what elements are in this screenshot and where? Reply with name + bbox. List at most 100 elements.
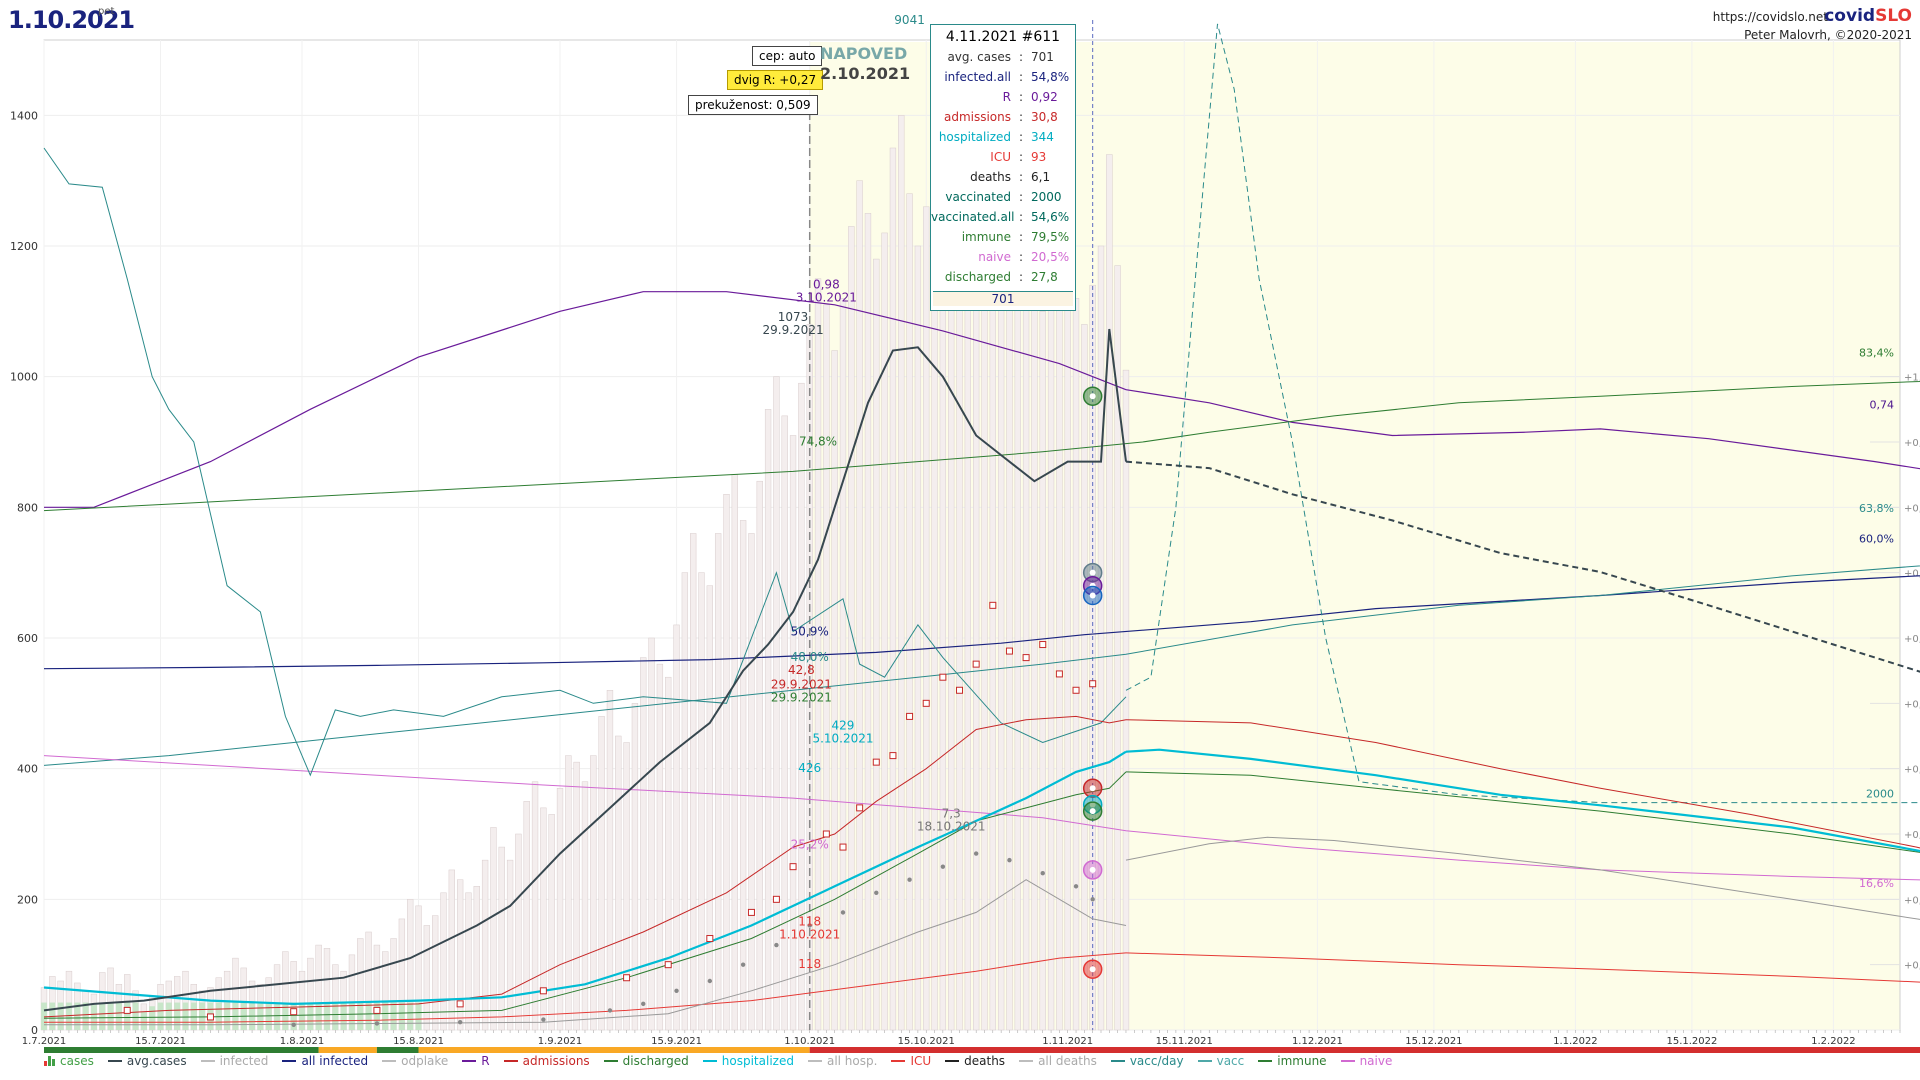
annotation-label: 1073 [778,310,809,324]
info-value: 344 [1031,130,1054,144]
case-bar [481,859,489,1031]
info-value: 6,1 [1031,170,1051,184]
case-bar [1014,193,1021,1031]
case-bar-green [66,1002,72,1030]
cep-control[interactable]: cep: auto [752,46,823,66]
admission-marker [747,908,755,916]
case-bar [648,637,655,1031]
cursor-marker-core [1089,592,1096,599]
line-swatch-icon [1340,1060,1355,1062]
legend-item[interactable]: hospitalized [702,1054,794,1068]
case-bar [848,226,855,1031]
case-bar [498,846,505,1031]
prekuzenost-control[interactable]: prekuženost: 0,509 [688,95,818,115]
case-bar [714,533,722,1031]
case-bar [706,585,713,1031]
series-icu-line [44,952,1127,1023]
legend-item[interactable]: infected [200,1054,269,1068]
info-value: 93 [1031,150,1047,164]
info-row: immune:79,5% [931,227,1075,247]
case-bar [665,676,672,1031]
case-bar-green [174,1002,181,1030]
case-bar [864,213,872,1031]
case-bar-green [199,1002,206,1030]
info-key: admissions [943,110,1011,124]
legend-label: R [481,1054,490,1068]
status-band [418,1047,810,1053]
case-bar-green [290,1002,297,1030]
legend-item[interactable]: cases [44,1054,94,1068]
legend-label: infected [219,1054,269,1068]
series-icu-line [1125,952,1920,983]
line-swatch-icon [503,1060,518,1062]
admission-marker [290,1008,298,1016]
legend-item[interactable]: avg.cases [107,1054,187,1068]
admission-marker [1039,641,1047,649]
legend-item[interactable]: discharged [603,1054,689,1068]
death-marker [1090,897,1095,902]
case-bar-green [182,1002,189,1030]
end-label: 63,8% [1859,502,1894,515]
legend-item[interactable]: immune [1258,1054,1327,1068]
info-value: 20,5% [1031,250,1070,264]
cursor-marker-core [1089,569,1096,576]
line-swatch-icon [462,1060,477,1062]
x-tick-label: 15.11.2021 [1156,1036,1213,1047]
annotation-label: 7,3 [942,807,961,821]
legend-item[interactable]: vacc/day [1110,1054,1184,1068]
case-bar [881,232,888,1031]
case-bar [556,788,564,1031]
info-key: hospitalized [938,130,1011,144]
case-bar [964,239,972,1031]
case-bar [631,703,639,1031]
legend-item[interactable]: ICU [891,1054,931,1068]
y-tick-label: 0 [31,1024,38,1037]
case-bar [731,474,738,1031]
case-bar [598,716,605,1031]
legend-item[interactable]: all deaths [1019,1054,1097,1068]
series-vacc-line [43,565,1920,766]
legend-item[interactable]: vacc [1197,1054,1244,1068]
case-bar [615,735,622,1031]
case-bar [906,193,913,1031]
case-bar [856,180,863,1031]
admission-marker [123,1006,131,1014]
case-bar [948,213,955,1031]
annotation-label: 9041 [894,13,925,27]
case-bar [1064,258,1071,1031]
case-bar-green [365,1002,372,1030]
line-swatch-icon [603,1060,618,1062]
line-swatch-icon [107,1060,122,1062]
legend-item[interactable]: R [462,1054,490,1068]
info-colon: : [1018,270,1024,284]
legend-item[interactable]: all hosp. [807,1054,877,1068]
brand-part-a: covid [1824,6,1876,26]
site-url[interactable]: https://covidslo.net [1712,10,1828,24]
line-swatch-icon [1258,1060,1273,1062]
case-bar-green [357,1002,364,1030]
info-value: 27,8 [1031,270,1058,284]
y-right-tick-label: +0,5 [1904,699,1920,710]
case-bar-green [99,1002,106,1030]
legend-item[interactable]: all infected [282,1054,368,1068]
legend-label: ICU [910,1054,932,1068]
legend-item[interactable]: admissions [503,1054,590,1068]
info-key: vaccinated [945,190,1011,204]
brand-part-b: SLO [1875,6,1912,26]
status-band [318,1047,377,1053]
case-bar [739,520,747,1031]
case-bar-green [74,1002,81,1030]
page-day: pet [98,6,115,17]
cursor-marker-core [1089,966,1096,973]
legend-item[interactable]: odplake [382,1054,448,1068]
annotation-label: 3.10.2021 [796,291,857,305]
info-key: R [1002,90,1011,104]
dvig-r-control[interactable]: dvig R: +0,27 [727,70,824,90]
case-bar [1006,245,1013,1031]
admission-marker [623,974,631,982]
info-row: vaccinated:2000 [931,187,1075,207]
legend-item[interactable]: naive [1340,1054,1392,1068]
legend-label: discharged [622,1054,689,1068]
legend-item[interactable]: deaths [945,1054,1005,1068]
case-bar [989,252,996,1031]
